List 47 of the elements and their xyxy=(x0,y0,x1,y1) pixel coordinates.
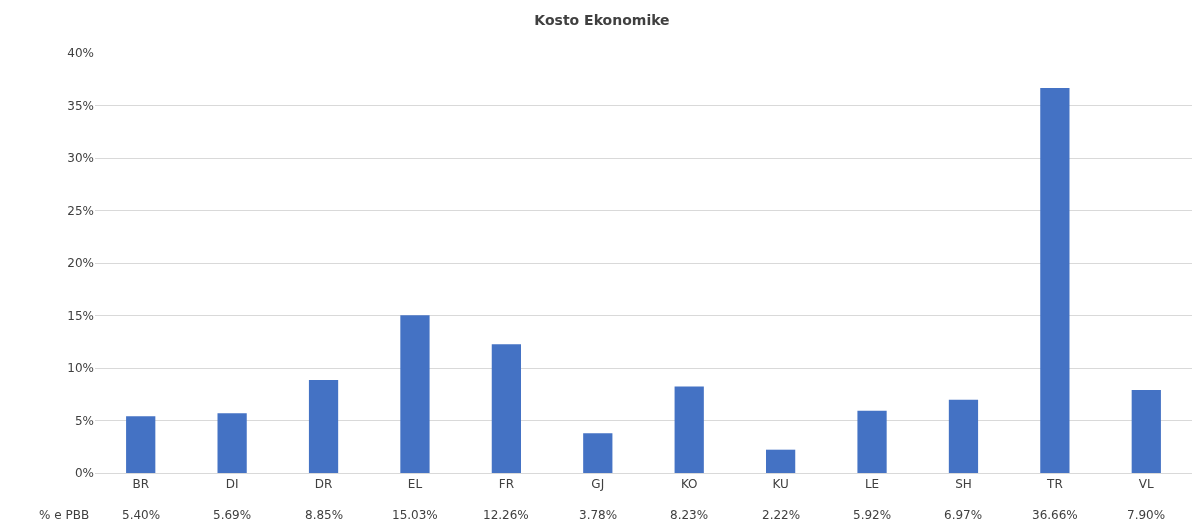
x-tick-label: KU xyxy=(772,477,789,492)
y-tick-label: 10% xyxy=(67,361,94,376)
y-tick-label: 5% xyxy=(74,413,94,428)
bar xyxy=(217,413,247,473)
x-tick-label: BR xyxy=(132,477,149,492)
data-label: 8.85% xyxy=(305,508,344,522)
data-label: 12.26% xyxy=(483,508,529,522)
bar xyxy=(1131,390,1161,473)
x-tick-label: TR xyxy=(1046,477,1063,492)
data-label: 36.66% xyxy=(1032,508,1078,522)
x-tick-label: DR xyxy=(314,477,333,492)
y-tick-label: 40% xyxy=(67,46,94,61)
x-tick-label: SH xyxy=(955,477,972,492)
bar xyxy=(583,433,613,473)
data-label: 6.97% xyxy=(944,508,983,522)
bar xyxy=(948,399,979,473)
x-tick-label: FR xyxy=(498,477,515,492)
x-tick-label: LE xyxy=(864,477,880,492)
y-tick-label: 25% xyxy=(67,203,94,218)
x-tick-label: DI xyxy=(225,477,239,492)
x-tick-label: EL xyxy=(407,477,423,492)
data-label: 15.03% xyxy=(392,508,438,522)
y-tick-label: 15% xyxy=(67,308,94,323)
chart-title: Kosto Ekonomike xyxy=(534,12,670,29)
data-label: 5.92% xyxy=(853,508,892,522)
y-tick-label: 20% xyxy=(67,256,94,271)
x-tick-label: KO xyxy=(680,477,698,492)
data-label: 5.40% xyxy=(122,508,161,522)
y-tick-label: 0% xyxy=(74,466,94,481)
x-tick-label: VL xyxy=(1138,477,1155,492)
data-label: 7.90% xyxy=(1127,508,1166,522)
bar xyxy=(308,380,339,473)
data-label: 8.23% xyxy=(670,508,709,522)
bar xyxy=(400,315,430,473)
y-tick-label: 35% xyxy=(67,98,94,113)
bar xyxy=(126,416,156,473)
x-tick-label: GJ xyxy=(591,477,605,492)
bar xyxy=(491,344,521,473)
y-tick-label: 30% xyxy=(67,151,94,166)
bar xyxy=(1040,88,1070,473)
data-label: 5.69% xyxy=(213,508,252,522)
bar xyxy=(857,410,887,473)
bar xyxy=(766,449,796,473)
data-label: 3.78% xyxy=(579,508,618,522)
bar xyxy=(674,386,704,473)
data-label: 2.22% xyxy=(762,508,801,522)
text: % e PBB xyxy=(39,508,90,522)
